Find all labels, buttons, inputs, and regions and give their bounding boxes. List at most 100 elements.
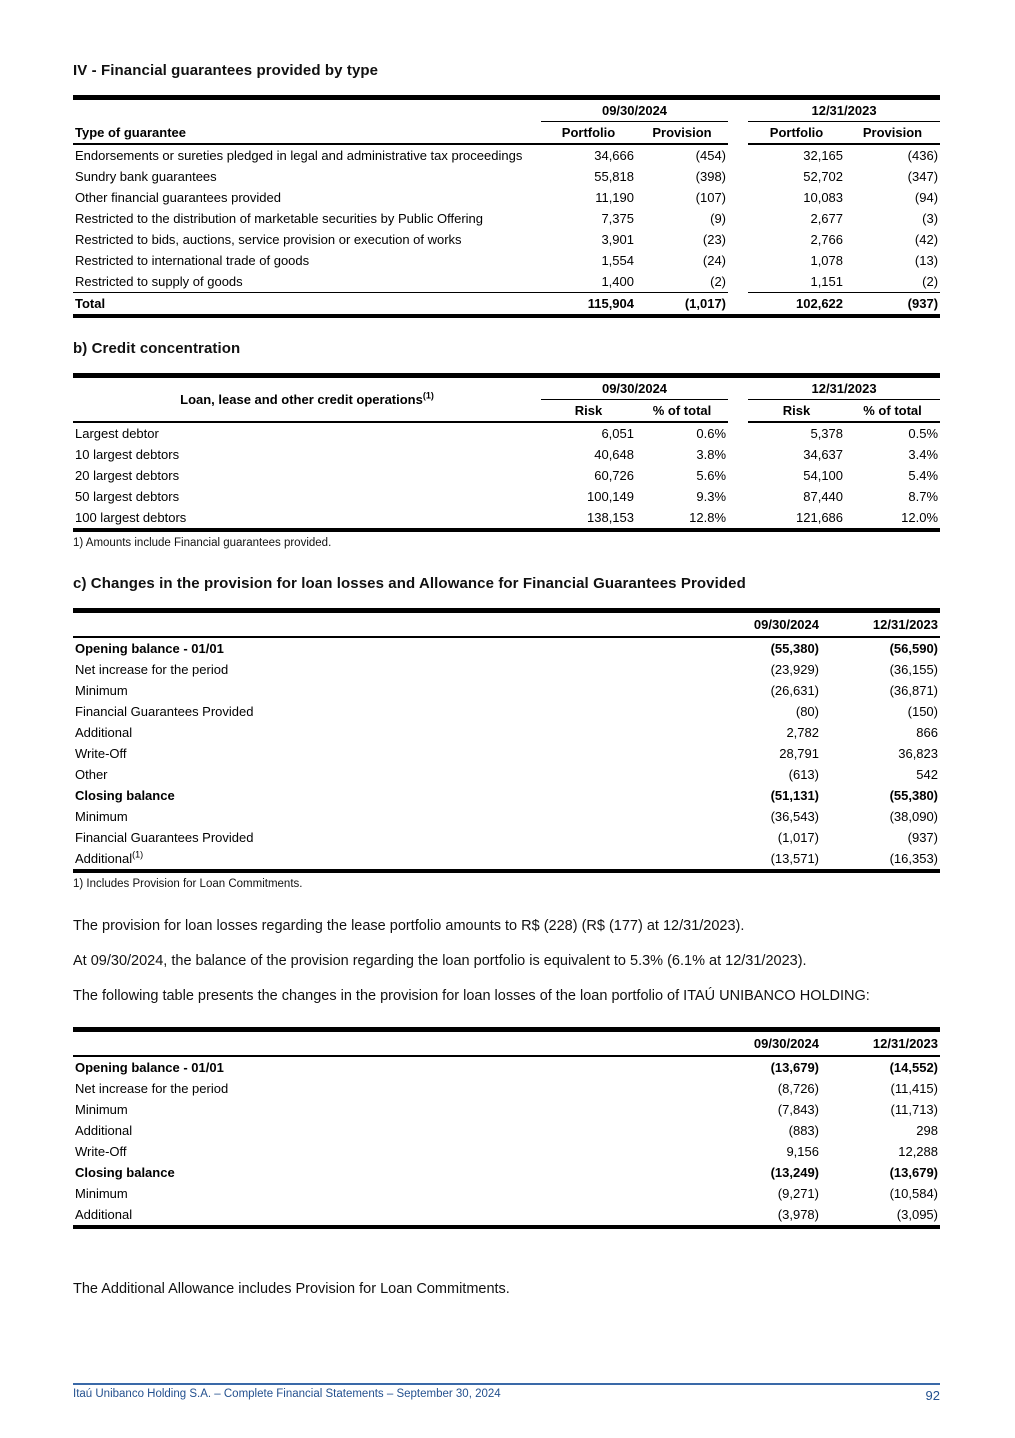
cell-value: 5.6% [696,468,727,483]
cell-value: (436) [907,148,939,163]
cell-value: 542 [916,767,938,782]
sub-header: Provision [845,121,941,145]
cell-value: 52,702 [803,169,844,184]
table-row: Additional 2,782 866 [73,722,940,743]
section-b-title: b) Credit concentration [73,340,241,357]
period-header: 09/30/2024 [703,1029,821,1057]
page-footer: Itaú Unibanco Holding S.A. – Complete Fi… [73,1383,940,1403]
row-label: Write-Off [75,746,127,761]
table-row: Write-Off 28,791 36,823 [73,743,940,764]
table-row: Restricted to bids, auctions, service pr… [73,229,940,250]
row-label: Sundry bank guarantees [75,169,217,184]
period-header-row: 09/30/2024 12/31/2023 [73,1029,940,1057]
section-c-title: c) Changes in the provision for loan los… [73,575,746,592]
sub-header: Portfolio [748,121,846,145]
cell-value: (56,590) [889,641,938,656]
cell-value: 7,375 [601,211,634,226]
cell-value: (36,543) [770,809,819,824]
row-label: Net increase for the period [75,662,229,677]
cell-value: (55,380) [889,788,938,803]
cell-value: 28,791 [779,746,819,761]
row-label: Restricted to supply of goods [73,271,541,293]
row-label: Total [75,296,106,311]
cell-value: 0.5% [908,426,939,441]
column-gap [728,166,748,187]
table-row: 50 largest debtors 100,149 9.3% 87,440 8… [73,486,940,507]
table-row: 20 largest debtors 60,726 5.6% 54,100 5.… [73,465,940,486]
row-label: Minimum [75,683,128,698]
cell-value: 9.3% [696,489,727,504]
cell-value: 54,100 [803,468,844,483]
period-header-row: 09/30/2024 12/31/2023 [73,97,941,122]
cell-value: 11,190 [595,190,634,205]
column-gap [728,208,748,229]
footnote-marker: (1) [132,849,144,860]
period-header: 09/30/2024 [541,97,729,122]
row-label: Net increase for the period [75,1081,229,1096]
column-gap [728,486,748,507]
label-column-header: Loan, lease and other credit operations(… [73,375,541,423]
column-gap [728,271,748,293]
table-row: Restricted to international trade of goo… [73,250,940,271]
row-label: Minimum [75,1186,128,1201]
cell-value: (13,679) [889,1165,938,1180]
table-row: Other financial guarantees provided 11,1… [73,187,940,208]
period-header: 12/31/2023 [748,375,941,400]
cell-value: (94) [914,190,939,205]
row-label: Minimum [75,809,128,824]
cell-value: 8.7% [908,489,939,504]
paragraph-additional-allowance: The Additional Allowance includes Provis… [73,1281,510,1297]
row-label: Other [75,767,108,782]
cell-value: (2) [845,271,941,293]
table-row: Minimum (36,543) (38,090) [73,806,940,827]
cell-value: 1,151 [748,271,846,293]
table-row: Net increase for the period (23,929) (36… [73,659,940,680]
period-header-row: 09/30/2024 12/31/2023 [73,610,940,638]
row-label: Largest debtor [75,426,159,441]
sub-header: Risk [541,399,636,423]
cell-value: (2) [636,271,729,293]
cell-value: 6,051 [601,426,634,441]
cell-value: 32,165 [803,148,844,163]
table-footnote: 1) Includes Provision for Loan Commitmen… [73,878,303,890]
cell-value: (80) [795,704,819,719]
cell-value: 3,901 [601,232,634,247]
provision-changes-table: 09/30/2024 12/31/2023 Opening balance - … [73,608,940,873]
cell-value: (23) [702,232,727,247]
cell-value: 0.6% [696,426,727,441]
column-gap [728,444,748,465]
loan-portfolio-provision-table: 09/30/2024 12/31/2023 Opening balance - … [73,1027,940,1229]
cell-value: (7,843) [777,1102,819,1117]
cell-value: 36,823 [898,746,938,761]
cell-value: (347) [907,169,939,184]
table-footnote: 1) Amounts include Financial guarantees … [73,537,332,549]
table-row: Write-Off 9,156 12,288 [73,1141,940,1162]
cell-value: (13) [914,253,939,268]
column-gap [728,293,748,317]
table-row: Closing balance (51,131) (55,380) [73,785,940,806]
cell-value: 1,400 [541,271,636,293]
row-label: Endorsements or sureties pledged in lega… [75,148,523,163]
table-row: Net increase for the period (8,726) (11,… [73,1078,940,1099]
row-label: Additional [75,1123,133,1138]
table-row: Other (613) 542 [73,764,940,785]
cell-value: (13,679) [770,1060,819,1075]
empty-header-cell [73,98,541,122]
period-header: 12/31/2023 [748,97,941,122]
cell-value: (613) [788,767,819,782]
cell-value: 115,904 [587,296,634,311]
cell-value: 12,288 [898,1144,938,1159]
cell-value: 866 [916,725,938,740]
row-label: Additional [75,1207,133,1222]
section-iv-title: IV - Financial guarantees provided by ty… [73,62,379,79]
paragraph-lease-portfolio: The provision for loan losses regarding … [73,918,745,934]
row-label: Additional [75,725,133,740]
cell-value: 40,648 [594,447,634,462]
table-row: Additional(1) (13,571) (16,353) [73,848,940,871]
cell-value: 5,378 [810,426,844,441]
cell-value: 298 [916,1123,938,1138]
cell-value: (107) [695,190,727,205]
sub-header: Provision [636,121,729,145]
row-label: Financial Guarantees Provided [75,704,254,719]
cell-value: (11,415) [890,1081,938,1096]
